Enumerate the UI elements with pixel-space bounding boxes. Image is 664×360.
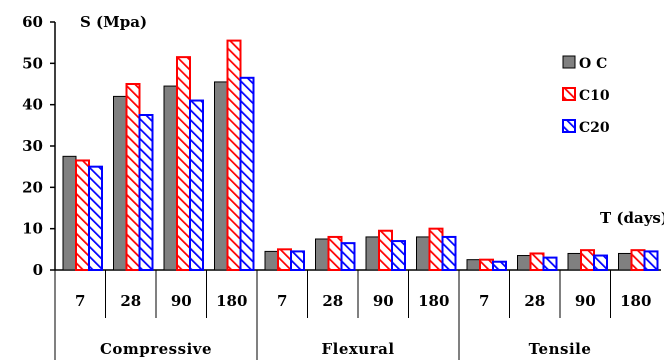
- bar-oc: [62, 155, 77, 271]
- y-tick-label: 60: [22, 13, 43, 31]
- bar-oc: [315, 238, 329, 271]
- legend-label-c20: C20: [579, 120, 610, 136]
- bar-c20: [542, 256, 558, 272]
- bar-c20: [189, 99, 204, 271]
- bar-c10: [479, 258, 494, 271]
- group-label: Flexural: [321, 340, 394, 358]
- category-label: 7: [479, 292, 489, 310]
- legend-label-oc: O C: [579, 56, 607, 72]
- category-label: 28: [120, 292, 141, 310]
- bar-oc: [365, 236, 380, 271]
- group-label: Tensile: [529, 340, 592, 358]
- bar-c10: [378, 229, 393, 272]
- category-label: 180: [418, 292, 449, 310]
- category-label: 180: [620, 292, 651, 310]
- y-axis-title: S (Mpa): [80, 13, 147, 31]
- category-label: 7: [277, 292, 287, 310]
- category-label: 7: [75, 292, 85, 310]
- bar-oc: [466, 259, 481, 271]
- bar-c20: [290, 250, 305, 271]
- y-tick-label: 40: [22, 96, 43, 114]
- legend-swatch-c10: [562, 87, 576, 101]
- bar-oc: [517, 255, 531, 271]
- bar-c20: [492, 260, 507, 272]
- legend-label-c10: C10: [579, 88, 610, 104]
- bar-c10: [327, 235, 343, 271]
- category-label: 90: [575, 292, 596, 310]
- bar-c20: [340, 242, 356, 271]
- x-axis-title: T (days): [600, 209, 664, 227]
- category-label: 90: [171, 292, 192, 310]
- category-label: 90: [373, 292, 394, 310]
- y-tick-label: 30: [22, 137, 43, 155]
- y-tick-label: 50: [22, 54, 43, 72]
- legend-swatch-c20: [562, 119, 576, 133]
- bar-c20: [239, 76, 255, 271]
- y-tick-label: 0: [33, 261, 43, 279]
- bar-c10: [428, 227, 444, 272]
- bar-oc: [113, 95, 127, 271]
- bar-c20: [88, 165, 103, 272]
- bar-c10: [75, 159, 90, 271]
- bar-c10: [176, 56, 191, 272]
- y-tick-label: 10: [22, 220, 43, 238]
- category-label: 28: [322, 292, 343, 310]
- bar-c10: [580, 249, 595, 272]
- bar-c10: [529, 252, 545, 271]
- category-label: 28: [524, 292, 545, 310]
- legend-swatch-oc: [562, 55, 576, 69]
- bar-oc: [163, 85, 178, 271]
- bar-c10: [277, 248, 292, 271]
- bar-c10: [630, 249, 646, 272]
- bar-c10: [226, 39, 242, 271]
- y-tick-label: 20: [22, 178, 43, 196]
- bar-oc: [214, 81, 228, 271]
- bar-oc: [567, 252, 582, 271]
- category-label: 180: [216, 292, 247, 310]
- bar-c20: [391, 240, 406, 271]
- bar-oc: [618, 252, 632, 271]
- bar-c20: [138, 114, 154, 271]
- bar-c20: [643, 250, 659, 271]
- bar-c20: [441, 235, 457, 271]
- bar-c10: [125, 83, 141, 271]
- group-label: Compressive: [100, 340, 212, 358]
- bar-oc: [264, 250, 279, 271]
- bar-c20: [593, 254, 608, 272]
- bar-oc: [416, 236, 430, 271]
